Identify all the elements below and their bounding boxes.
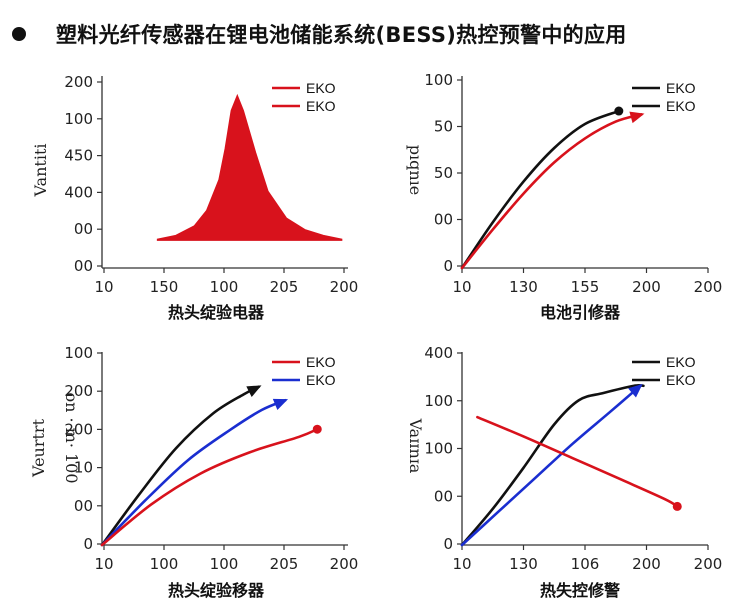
y-tick-label: 50 — [434, 118, 453, 136]
x-tick-label: 106 — [571, 555, 600, 573]
y-tick-label: 400 — [64, 183, 93, 201]
legend-label: EKO — [666, 372, 696, 388]
x-tick-label: 200 — [330, 278, 359, 296]
x-tick-label: 10 — [452, 278, 471, 296]
x-tick-label: 155 — [571, 278, 600, 296]
series-arrowhead-1 — [272, 398, 289, 410]
legend-label: EKO — [306, 354, 336, 370]
legend-label: EKO — [666, 98, 696, 114]
y-axis-label: Vaɪɪnɪa — [406, 418, 425, 474]
y-tick-label: 50 — [434, 164, 453, 182]
legend-label: EKO — [306, 80, 336, 96]
x-axis-label: 电池引修器 — [540, 303, 621, 322]
y-tick-label: 100 — [64, 110, 93, 128]
x-tick-label: 150 — [150, 278, 179, 296]
y-tick-label: 100 — [424, 71, 453, 89]
series-line-1 — [460, 113, 643, 270]
y-tick-label: 00 — [434, 487, 453, 505]
x-tick-label: 100 — [150, 555, 179, 573]
series-arrowhead-1 — [629, 111, 645, 124]
x-axis-label: 热头绽验电器 — [168, 303, 265, 322]
x-tick-label: 200 — [330, 555, 359, 573]
y-axis-label: Vantiti — [31, 143, 50, 197]
x-tick-label: 205 — [270, 278, 299, 296]
series-endpoint-2 — [672, 501, 682, 511]
y-tick-label: 200 — [64, 382, 93, 400]
series-line-2 — [100, 427, 319, 547]
x-tick-label: 100 — [210, 278, 239, 296]
x-tick-label: 200 — [694, 278, 723, 296]
legend-label: EKO — [666, 354, 696, 370]
legend-label: EKO — [306, 98, 336, 114]
x-tick-label: 130 — [509, 278, 538, 296]
y-tick-label: 0 — [443, 535, 453, 553]
x-tick-label: 205 — [270, 555, 299, 573]
y-tick-label: 450 — [64, 147, 93, 165]
y-tick-label: 0 — [443, 257, 453, 275]
x-tick-label: 130 — [509, 555, 538, 573]
bullet-icon — [12, 27, 26, 41]
series-arrowhead-0 — [246, 385, 262, 398]
series-arrowhead-1 — [628, 383, 643, 398]
y-tick-label: 100 — [424, 440, 453, 458]
header: 塑料光纤传感器在锂电池储能系统(BESS)热控预警中的应用 — [12, 14, 627, 54]
y-tick-label: 00 — [74, 257, 93, 275]
y-tick-label: 400 — [424, 344, 453, 362]
y-tick-label: 00 — [74, 220, 93, 238]
x-tick-label: 100 — [210, 555, 239, 573]
legend-label: EKO — [666, 80, 696, 96]
y-tick-label: 200 — [64, 420, 93, 438]
y-axis-label: Veurtrt — [29, 418, 48, 478]
series-line-1 — [460, 384, 642, 547]
x-tick-label: 10 — [94, 555, 113, 573]
series-area-0 — [156, 93, 343, 241]
legend-label: EKO — [306, 372, 336, 388]
x-tick-label: 10 — [452, 555, 471, 573]
x-tick-label: 200 — [632, 555, 661, 573]
y-tick-label: 00 — [434, 211, 453, 229]
y-axis-label-secondary: on · m· 100 — [62, 392, 81, 483]
y-tick-label: 100 — [64, 344, 93, 362]
series-line-1 — [100, 398, 287, 547]
y-tick-label: 0 — [83, 535, 93, 553]
y-tick-label: 200 — [64, 73, 93, 91]
series-line-0 — [460, 109, 621, 270]
y-axis-label: pıqnıe — [406, 145, 425, 196]
y-tick-label: 00 — [74, 497, 93, 515]
page-title: 塑料光纤传感器在锂电池储能系统(BESS)热控预警中的应用 — [56, 23, 627, 47]
x-tick-label: 10 — [94, 278, 113, 296]
y-tick-label: 10 — [74, 459, 93, 477]
y-tick-label: 100 — [424, 392, 453, 410]
series-endpoint-2 — [312, 424, 322, 434]
series-line-0 — [100, 385, 261, 547]
x-axis-label: 热头绽验移器 — [168, 581, 265, 600]
x-axis-label: 热失控修警 — [540, 581, 620, 600]
x-tick-label: 200 — [694, 555, 723, 573]
x-tick-label: 200 — [632, 278, 661, 296]
series-endpoint-0 — [614, 106, 624, 116]
series-line-2 — [476, 415, 679, 508]
series-line-0 — [460, 383, 645, 547]
